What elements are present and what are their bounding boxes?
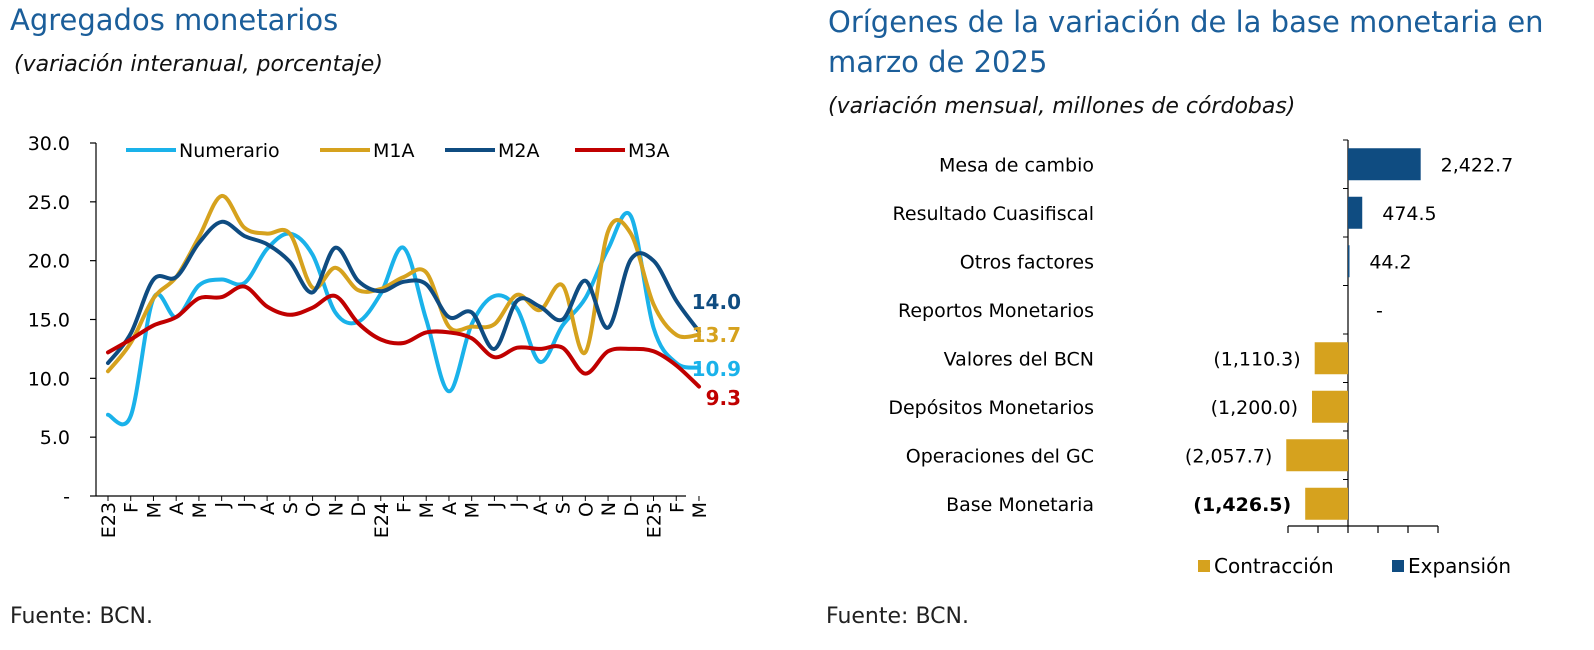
x-tick-label: J xyxy=(507,502,529,509)
data-label: (1,110.3) xyxy=(1213,348,1300,370)
bar xyxy=(1348,148,1421,181)
x-tick-label: A xyxy=(439,502,461,515)
left-chart-panel: Agregados monetarios (variación interanu… xyxy=(0,0,790,650)
legend-label: M3A xyxy=(628,140,669,162)
right-chart-panel: Orígenes de la variación de la base mone… xyxy=(820,0,1594,650)
category-label: Operaciones del GC xyxy=(906,445,1094,467)
legend-label: M1A xyxy=(373,140,414,162)
bar xyxy=(1348,196,1363,229)
legend-label: Numerario xyxy=(179,140,280,162)
y-tick-label: 30.0 xyxy=(28,133,70,155)
y-tick-label: 10.0 xyxy=(28,368,70,390)
y-tick-label: - xyxy=(63,486,70,508)
left-chart-title: Agregados monetarios xyxy=(10,3,339,37)
right-chart-title-line2: marzo de 2025 xyxy=(828,45,1048,79)
bar xyxy=(1305,487,1348,520)
x-tick-label: D xyxy=(621,502,643,517)
legend-label: M2A xyxy=(498,140,539,162)
end-label-numerario: 10.9 xyxy=(692,357,741,381)
x-tick-label: M xyxy=(462,502,484,518)
bar xyxy=(1286,439,1348,472)
x-tick-label: A xyxy=(166,502,188,515)
x-tick-label: J xyxy=(212,502,234,509)
data-label: (1,426.5) xyxy=(1193,494,1291,516)
x-tick-label: A xyxy=(257,502,279,515)
legend-swatch xyxy=(1392,560,1404,572)
left-chart-subtitle: (variación interanual, porcentaje) xyxy=(14,52,383,77)
x-tick-label: E23 xyxy=(98,502,120,538)
right-chart-source: Fuente: BCN. xyxy=(826,604,969,629)
end-label-m2a: 14.0 xyxy=(692,290,741,314)
x-tick-label: D xyxy=(348,502,370,517)
bar-chart: Mesa de cambio 2,422.7 Resultado Cuasifisc… xyxy=(888,139,1514,578)
x-tick-label: O xyxy=(575,502,597,517)
legend-label: Expansión xyxy=(1408,554,1511,578)
x-tick-label: N xyxy=(598,502,620,516)
x-tick-label: E25 xyxy=(644,502,666,538)
legend-label: Contracción xyxy=(1214,554,1334,578)
y-tick-label: 15.0 xyxy=(28,310,70,332)
y-tick-label: 25.0 xyxy=(28,192,70,214)
x-tick-label: M xyxy=(189,502,211,518)
data-label: 474.5 xyxy=(1382,203,1436,225)
data-label: - xyxy=(1376,300,1383,322)
x-tick-label: E24 xyxy=(371,502,393,538)
category-label: Depósitos Monetarios xyxy=(888,397,1094,419)
right-chart-subtitle: (variación mensual, millones de córdobas… xyxy=(828,94,1296,119)
category-label: Reportos Monetarios xyxy=(898,300,1094,322)
series-line-m1a xyxy=(106,193,701,374)
series-line-m2a xyxy=(106,219,701,365)
x-tick-label: J xyxy=(484,502,506,509)
data-label: 44.2 xyxy=(1369,251,1411,273)
bar xyxy=(1348,245,1350,278)
category-label: Resultado Cuasifiscal xyxy=(893,203,1094,225)
left-chart-source: Fuente: BCN. xyxy=(10,604,153,629)
bar xyxy=(1314,342,1348,375)
x-tick-label: M xyxy=(144,502,166,518)
x-tick-label: F xyxy=(121,502,143,513)
category-label: Base Monetaria xyxy=(946,494,1094,516)
x-tick-label: A xyxy=(530,502,552,515)
y-tick-label: 20.0 xyxy=(28,251,70,273)
series-line-numerario xyxy=(106,211,701,427)
right-chart-title-line1: Orígenes de la variación de la base mone… xyxy=(828,5,1544,39)
x-tick-label: M xyxy=(689,502,711,518)
x-tick-label: F xyxy=(394,502,416,513)
end-label-m1a: 13.7 xyxy=(692,323,741,347)
end-label-m3a: 9.3 xyxy=(706,386,741,410)
legend-swatch xyxy=(1198,560,1210,572)
x-tick-label: O xyxy=(303,502,325,517)
x-tick-label: S xyxy=(280,502,302,514)
bar xyxy=(1312,390,1348,423)
category-label: Mesa de cambio xyxy=(939,154,1094,176)
category-label: Otros factores xyxy=(960,251,1094,273)
x-tick-label: S xyxy=(553,502,575,514)
data-label: 2,422.7 xyxy=(1441,154,1514,176)
category-label: Valores del BCN xyxy=(944,348,1094,370)
data-label: (2,057.7) xyxy=(1185,445,1272,467)
data-label: (1,200.0) xyxy=(1211,397,1298,419)
x-tick-label: N xyxy=(325,502,347,516)
x-tick-label: M xyxy=(416,502,438,518)
x-tick-label: F xyxy=(666,502,688,513)
series-line-m3a xyxy=(106,284,701,389)
x-tick-label: J xyxy=(234,502,256,509)
y-tick-label: 5.0 xyxy=(40,427,70,449)
